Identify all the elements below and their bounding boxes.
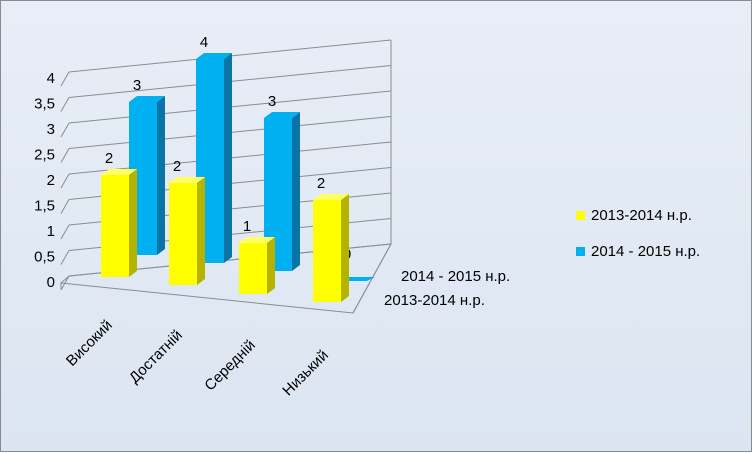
- y-tick-label: 2: [47, 172, 55, 189]
- data-label: 3: [133, 77, 141, 94]
- bar-top: [313, 194, 349, 200]
- depth-label: 2014 - 2015 н.р.: [401, 268, 510, 285]
- y-tick-label: 1,5: [34, 198, 55, 215]
- legend-label-series-2: 2014 - 2015 н.р.: [591, 242, 701, 260]
- gridline-side: [60, 173, 70, 189]
- data-label: 2: [317, 175, 325, 192]
- y-tick-label: 1: [47, 223, 55, 240]
- gridline-side: [60, 71, 70, 87]
- bar-side: [292, 112, 300, 271]
- depth-label: 2013-2014 н.р.: [384, 292, 485, 309]
- data-label: 4: [200, 34, 208, 51]
- bar-top: [239, 237, 275, 243]
- gridline-side: [60, 224, 70, 240]
- bar-side: [129, 169, 137, 277]
- y-tick-label: 4: [47, 70, 55, 87]
- x-tick-label: Середній: [201, 337, 258, 394]
- data-label: 2: [105, 150, 113, 167]
- data-label: 2: [173, 158, 181, 175]
- bar-side: [157, 96, 165, 255]
- y-tick-label: 3: [47, 121, 55, 138]
- bar-top: [101, 169, 137, 175]
- x-tick-label: Достатній: [126, 327, 186, 387]
- bar-side: [197, 177, 205, 285]
- legend-swatch-series-1: [576, 210, 585, 220]
- gridline-side: [60, 199, 70, 214]
- x-tick-label: Високий: [63, 317, 116, 370]
- data-label: 3: [268, 93, 276, 110]
- legend-swatch-series-2: [576, 246, 585, 256]
- gridline-side: [60, 250, 70, 265]
- gridline-side: [60, 122, 70, 138]
- bar-side: [341, 194, 349, 302]
- bar-side: [267, 237, 275, 294]
- gridline-side: [60, 148, 70, 163]
- bar-top: [169, 177, 205, 183]
- y-tick-label: 0,5: [34, 249, 55, 266]
- y-tick-label: 2,5: [34, 147, 55, 164]
- bar-side: [224, 53, 232, 263]
- data-label: 1: [243, 218, 251, 235]
- chart-legend: 2013-2014 н.р. 2014 - 2015 н.р.: [576, 197, 700, 269]
- legend-item-series-2: 2014 - 2015 н.р.: [576, 233, 700, 269]
- bar: [313, 200, 341, 302]
- gridline-side: [60, 97, 70, 112]
- bar: [169, 183, 197, 285]
- legend-item-series-1: 2013-2014 н.р.: [576, 197, 700, 233]
- legend-label-series-1: 2013-2014 н.р.: [591, 206, 692, 224]
- x-tick-label: Низький: [279, 347, 331, 399]
- bar-top: [196, 53, 232, 59]
- bar: [239, 243, 267, 294]
- bar-top: [129, 96, 165, 102]
- bar-top: [264, 112, 300, 118]
- bar: [101, 175, 129, 277]
- y-tick-label: 0: [47, 274, 55, 291]
- y-tick-label: 3,5: [34, 96, 55, 113]
